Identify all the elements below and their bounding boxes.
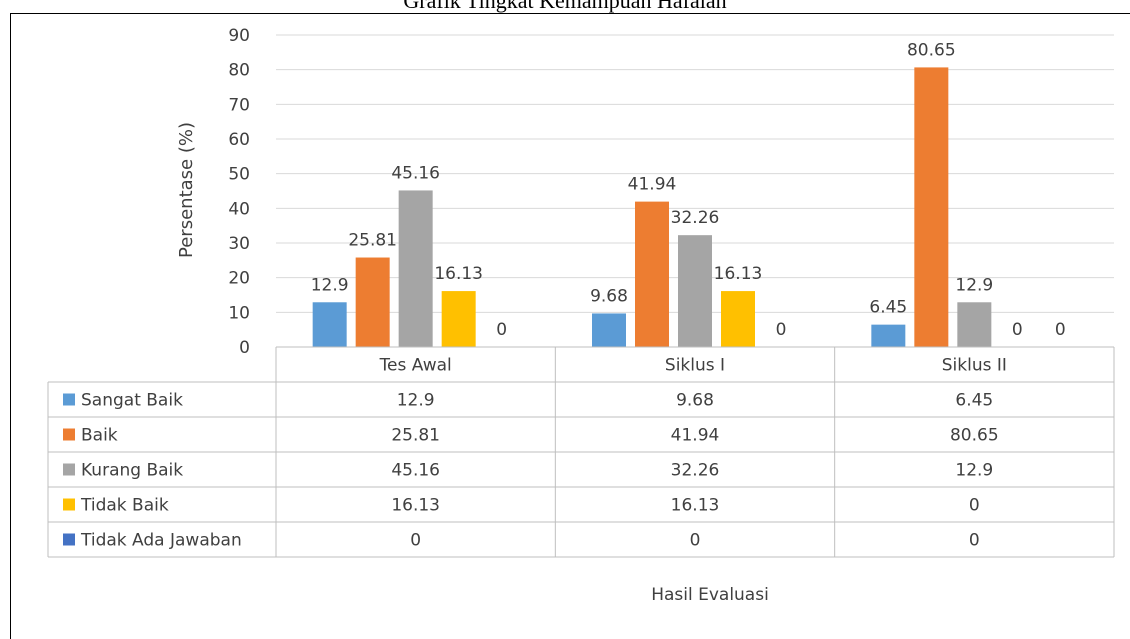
bar [871, 324, 906, 347]
bar [678, 235, 712, 347]
data-label: 12.9 [311, 275, 349, 295]
table-cell: 25.81 [391, 426, 440, 446]
x-tick-label: Siklus I [665, 356, 725, 376]
data-label: 80.65 [907, 40, 956, 60]
data-label: 32.26 [671, 208, 720, 228]
data-label: 41.94 [628, 175, 677, 195]
x-tick-label: Tes Awal [379, 356, 452, 376]
legend-label: Kurang Baik [81, 461, 183, 481]
legend-label: Sangat Baik [81, 391, 183, 411]
data-label: 0 [776, 320, 787, 340]
bar [635, 201, 669, 347]
bar [441, 291, 476, 347]
bar [398, 190, 433, 347]
table-cell: 0 [690, 531, 701, 551]
bar [312, 302, 347, 347]
y-axis-title: Persentase (%) [176, 122, 197, 258]
bar [957, 302, 992, 347]
y-tick-label: 70 [228, 95, 250, 115]
legend-swatch [63, 498, 75, 511]
bar [355, 257, 390, 347]
data-label: 45.16 [391, 163, 440, 183]
data-label: 16.13 [434, 264, 483, 284]
y-tick-label: 20 [228, 269, 250, 289]
table-cell: 0 [969, 531, 980, 551]
bar [721, 291, 755, 347]
table-cell: 45.16 [391, 461, 440, 481]
y-tick-label: 60 [228, 130, 250, 150]
data-label: 9.68 [590, 286, 628, 306]
chart-title: Grafik Tingkat Kemampuan Hafalan [403, 0, 727, 13]
table-cell: 16.13 [391, 496, 440, 516]
table-cell: 0 [410, 531, 421, 551]
y-tick-label: 90 [228, 26, 250, 46]
data-label: 0 [1012, 320, 1023, 340]
table-cell: 16.13 [671, 496, 720, 516]
table-cell: 80.65 [950, 426, 999, 446]
x-tick-label: Siklus II [942, 356, 1007, 376]
y-tick-label: 0 [239, 338, 250, 358]
data-label: 6.45 [869, 298, 907, 318]
data-label: 0 [496, 320, 507, 340]
legend-swatch [63, 393, 75, 406]
y-tick-label: 30 [228, 234, 250, 254]
bar [592, 313, 626, 347]
x-axis-title: Hasil Evaluasi [651, 585, 769, 605]
data-label: 12.9 [955, 275, 993, 295]
legend-swatch [63, 428, 75, 441]
y-tick-label: 10 [228, 303, 250, 323]
table-cell: 41.94 [671, 426, 720, 446]
table-cell: 12.9 [397, 391, 435, 411]
legend-label: Tidak Ada Jawaban [80, 531, 242, 551]
legend-label: Baik [81, 426, 118, 446]
data-label: 25.81 [348, 231, 397, 251]
chart-frame [10, 13, 1130, 639]
legend-swatch [63, 463, 75, 476]
y-tick-label: 50 [228, 165, 250, 185]
table-cell: 0 [969, 496, 980, 516]
data-label: 16.13 [714, 264, 763, 284]
bar [914, 67, 949, 347]
table-cell: 6.45 [955, 391, 993, 411]
table-cell: 12.9 [955, 461, 993, 481]
y-tick-label: 40 [228, 199, 250, 219]
table-cell: 9.68 [676, 391, 714, 411]
table-cell: 32.26 [671, 461, 720, 481]
data-label: 0 [1055, 320, 1066, 340]
legend-label: Tidak Baik [80, 496, 169, 516]
y-tick-label: 80 [228, 61, 250, 81]
legend-swatch [63, 533, 75, 546]
